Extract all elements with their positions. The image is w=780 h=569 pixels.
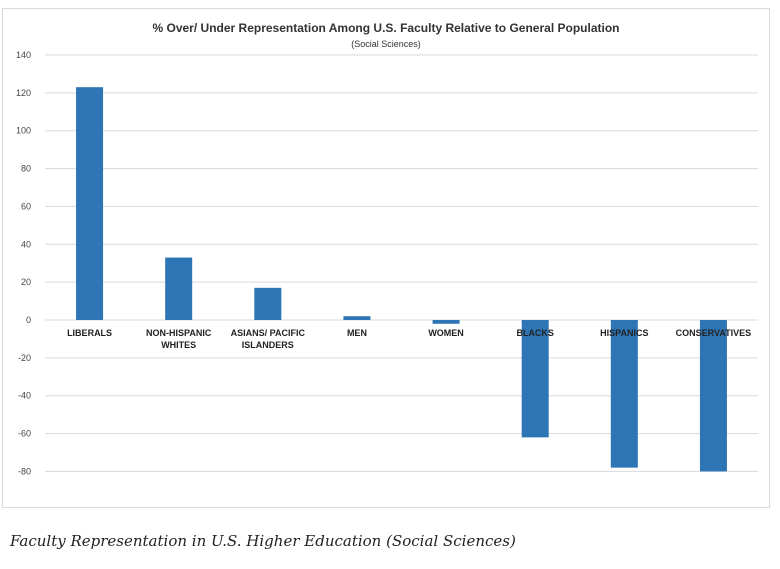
grid-lines [45, 54, 758, 472]
figure-caption: Faculty Representation in U.S. Higher Ed… [10, 532, 516, 550]
category-label: MEN [347, 328, 367, 338]
category-label: ASIANS/ PACIFIC [231, 328, 306, 338]
chart-frame: % Over/ Under Representation Among U.S. … [2, 8, 770, 508]
bar [432, 320, 460, 324]
bar-chart: % Over/ Under Representation Among U.S. … [16, 21, 758, 476]
category-label: BLACKS [516, 328, 554, 338]
bars [76, 87, 727, 472]
y-tick-label: 40 [21, 239, 31, 249]
category-label: HISPANICS [600, 328, 648, 338]
category-labels: LIBERALS NON-HISPANIC WHITES ASIANS/ PACIFI… [67, 328, 751, 350]
bar [165, 257, 193, 320]
y-tick-label: 60 [21, 201, 31, 211]
chart-subtitle: (Social Sciences) [351, 39, 421, 49]
y-tick-label: 0 [26, 315, 31, 325]
y-tick-label: 120 [16, 88, 31, 98]
y-tick-label: -20 [18, 353, 31, 363]
category-label: WOMEN [428, 328, 464, 338]
y-axis-ticks: 140 120 100 80 60 40 20 0 -20 -40 -60 -80 [16, 50, 31, 476]
y-tick-label: 20 [21, 277, 31, 287]
y-tick-label: -80 [18, 466, 31, 476]
bar [254, 287, 282, 320]
category-label: LIBERALS [67, 328, 112, 338]
category-label: NON-HISPANIC [146, 328, 212, 338]
y-tick-label: -40 [18, 391, 31, 401]
chart-title: % Over/ Under Representation Among U.S. … [153, 21, 620, 35]
bar [699, 320, 727, 472]
bar [343, 316, 371, 320]
y-tick-label: 100 [16, 126, 31, 136]
y-tick-label: -60 [18, 429, 31, 439]
category-label: WHITES [161, 340, 196, 350]
bar [521, 320, 549, 438]
category-label: ISLANDERS [242, 340, 294, 350]
bar [610, 320, 638, 468]
y-tick-label: 80 [21, 164, 31, 174]
y-tick-label: 140 [16, 50, 31, 60]
category-label: CONSERVATIVES [676, 328, 752, 338]
bar [76, 87, 104, 320]
